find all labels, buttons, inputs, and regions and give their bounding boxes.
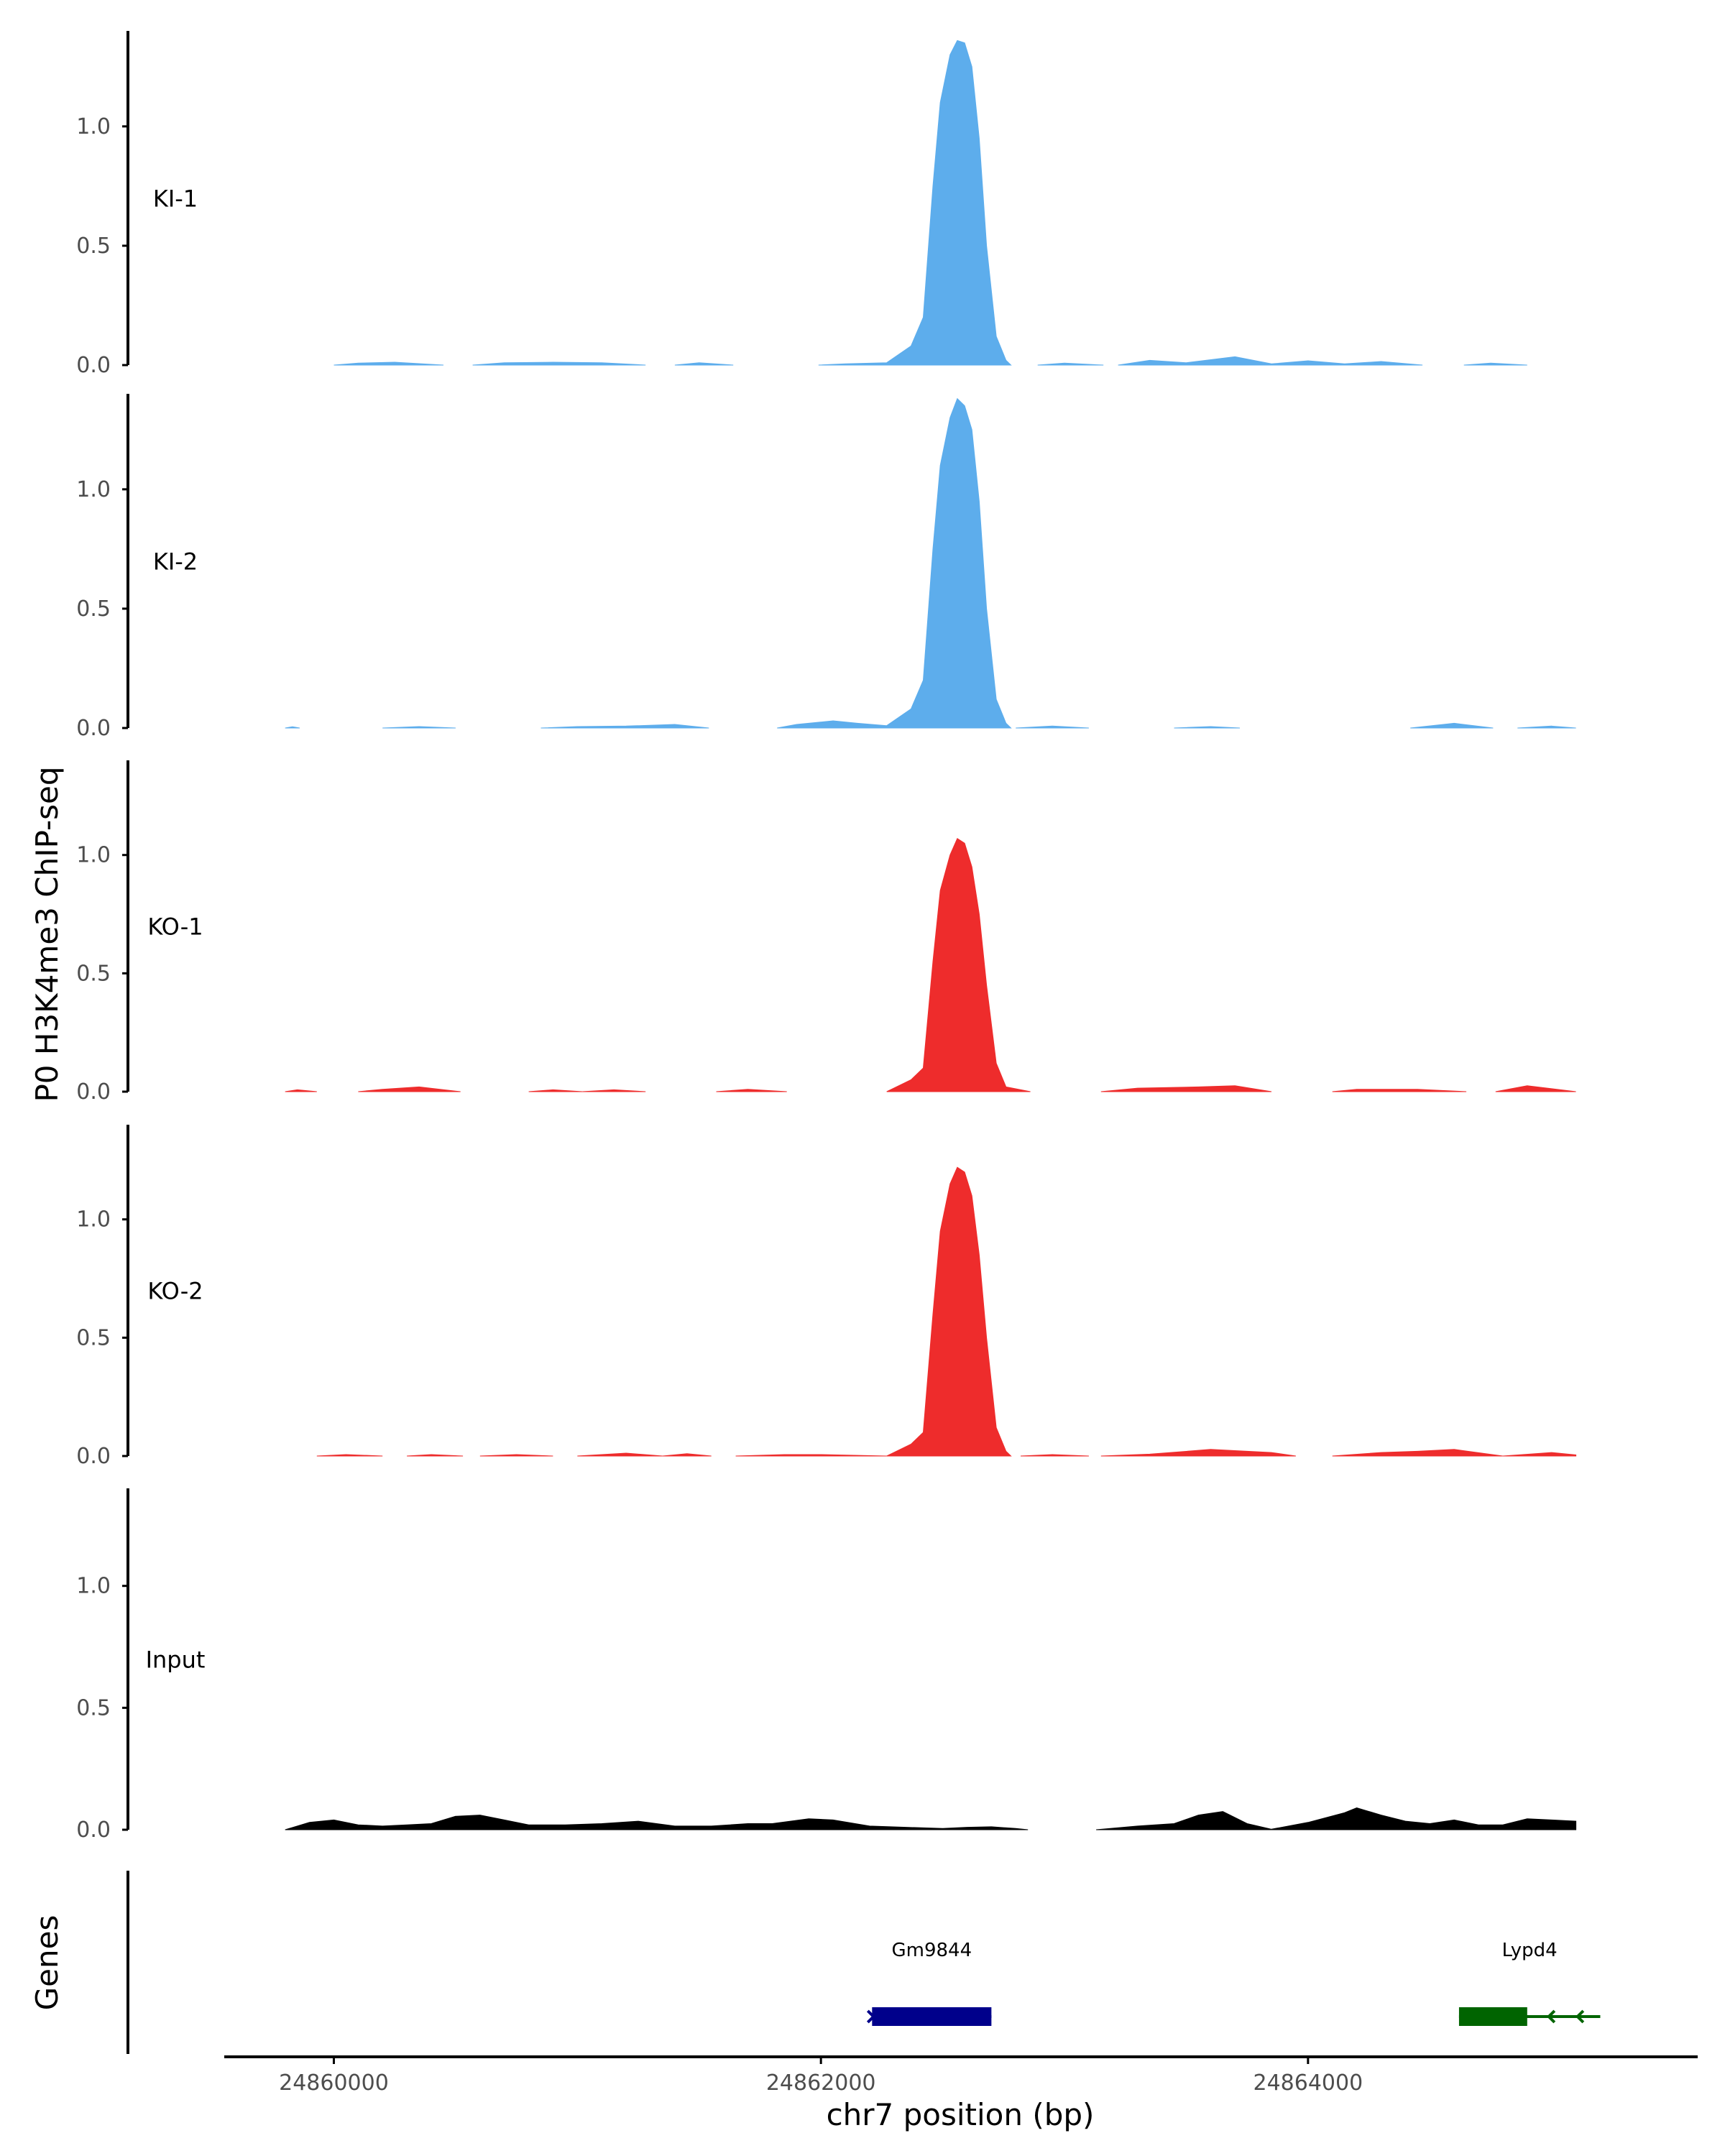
- signal-area: [285, 1089, 317, 1092]
- y-tick-label: 1.0: [76, 477, 111, 502]
- gene-gm9844: Gm9844: [866, 1940, 992, 2026]
- signal-area: [382, 726, 456, 729]
- x-axis-title: chr7 position (bp): [827, 2097, 1095, 2132]
- x-tick-label: 24864000: [1253, 2070, 1363, 2096]
- track-ko-1: 0.0 0.5 1.0 KO-1: [76, 760, 1576, 1105]
- x-tick-label: 24862000: [766, 2070, 876, 2096]
- y-tick-label: 1.0: [76, 843, 111, 868]
- signal-area: [407, 1454, 464, 1457]
- signal-area: [1016, 725, 1089, 729]
- y-tick-label: 0.5: [76, 234, 111, 259]
- track-label: KO-2: [147, 1278, 203, 1305]
- signal-area: [582, 1089, 646, 1092]
- signal-area: [674, 362, 734, 366]
- y-tick-label: 0.0: [76, 1079, 111, 1105]
- signal-area: [334, 361, 444, 366]
- gene-label: Lypd4: [1502, 1940, 1558, 1961]
- y-tick-label: 0.5: [76, 1325, 111, 1350]
- signal-area: [577, 1452, 663, 1457]
- y-tick-label: 1.0: [76, 1207, 111, 1233]
- signal-area: [818, 40, 1012, 366]
- y-tick-label: 0.5: [76, 596, 111, 622]
- y-tick-label: 0.0: [76, 716, 111, 741]
- signal-area: [1332, 1089, 1467, 1092]
- x-axis: 24860000 24862000 24864000: [224, 2055, 1698, 2096]
- track-label: KO-1: [147, 913, 203, 941]
- strand-arrow: [1575, 2009, 1585, 2024]
- y-tick-label: 1.0: [76, 114, 111, 139]
- y-tick-label: 0.0: [76, 353, 111, 378]
- signal-area: [1037, 362, 1104, 366]
- strand-arrow: [1546, 2009, 1556, 2024]
- signal-area: [316, 1454, 383, 1457]
- y-tick-label: 0.5: [76, 961, 111, 986]
- signal-area: [479, 1454, 553, 1457]
- strand-arrow: [866, 2009, 876, 2024]
- signal-area: [1174, 726, 1241, 729]
- track-label: KI-2: [153, 548, 198, 576]
- signal-area: [472, 361, 646, 366]
- signal-area: [1463, 362, 1527, 366]
- gene-exon: [872, 2007, 992, 2026]
- signal-area: [1100, 1449, 1296, 1457]
- y-tick-label: 1.0: [76, 1574, 111, 1599]
- signal-area: [716, 1089, 787, 1092]
- signal-area: [540, 724, 709, 729]
- track-ko-2: 0.0 0.5 1.0 KO-2: [76, 1125, 1577, 1469]
- signal-area: [1118, 356, 1423, 366]
- signal-area: [358, 1086, 461, 1092]
- signal-area: [886, 1166, 1012, 1457]
- signal-area: [1020, 1454, 1089, 1457]
- signal-area: [886, 837, 1031, 1092]
- signal-area: [1096, 1807, 1577, 1830]
- genes-axis-title: Genes: [29, 1915, 65, 2011]
- gene-lypd4: Lypd4: [1458, 1940, 1601, 2026]
- signal-area: [528, 1089, 583, 1092]
- signal-area: [1332, 1449, 1503, 1457]
- signal-tracks: 0.00.51.0KI-10.00.51.0KI-20.00.51.0KO-10…: [76, 31, 1577, 1843]
- signal-area: [1495, 1085, 1576, 1092]
- signal-area: [662, 1453, 712, 1457]
- signal-area: [735, 1454, 887, 1457]
- y-tick-label: 0.0: [76, 1818, 111, 1843]
- gene-exon: [1458, 2007, 1527, 2026]
- genes-panel: Gm9844 Lypd4: [126, 1871, 1601, 2054]
- y-tick-label: 0.0: [76, 1444, 111, 1469]
- gene-label: Gm9844: [892, 1940, 972, 1961]
- x-tick-label: 24860000: [279, 2070, 389, 2096]
- signal-area: [1100, 1085, 1272, 1092]
- signal-area: [777, 397, 1012, 729]
- y-tick-label: 0.5: [76, 1695, 111, 1720]
- track-input: 0.0 0.5 1.0 Input: [76, 1488, 1577, 1843]
- signal-area: [285, 726, 300, 729]
- track-label: KI-1: [153, 185, 198, 213]
- track-ki-1: 0.0 0.5 1.0 KI-1: [76, 31, 1527, 378]
- signal-area: [1410, 722, 1494, 729]
- y-axis-title: P0 H3K4me3 ChIP-seq: [29, 766, 65, 1102]
- track-label: Input: [146, 1646, 206, 1674]
- signal-area: [1517, 725, 1576, 729]
- signal-area: [1502, 1452, 1577, 1457]
- track-ki-2: 0.0 0.5 1.0 KI-2: [76, 394, 1576, 741]
- signal-area: [285, 1815, 1029, 1830]
